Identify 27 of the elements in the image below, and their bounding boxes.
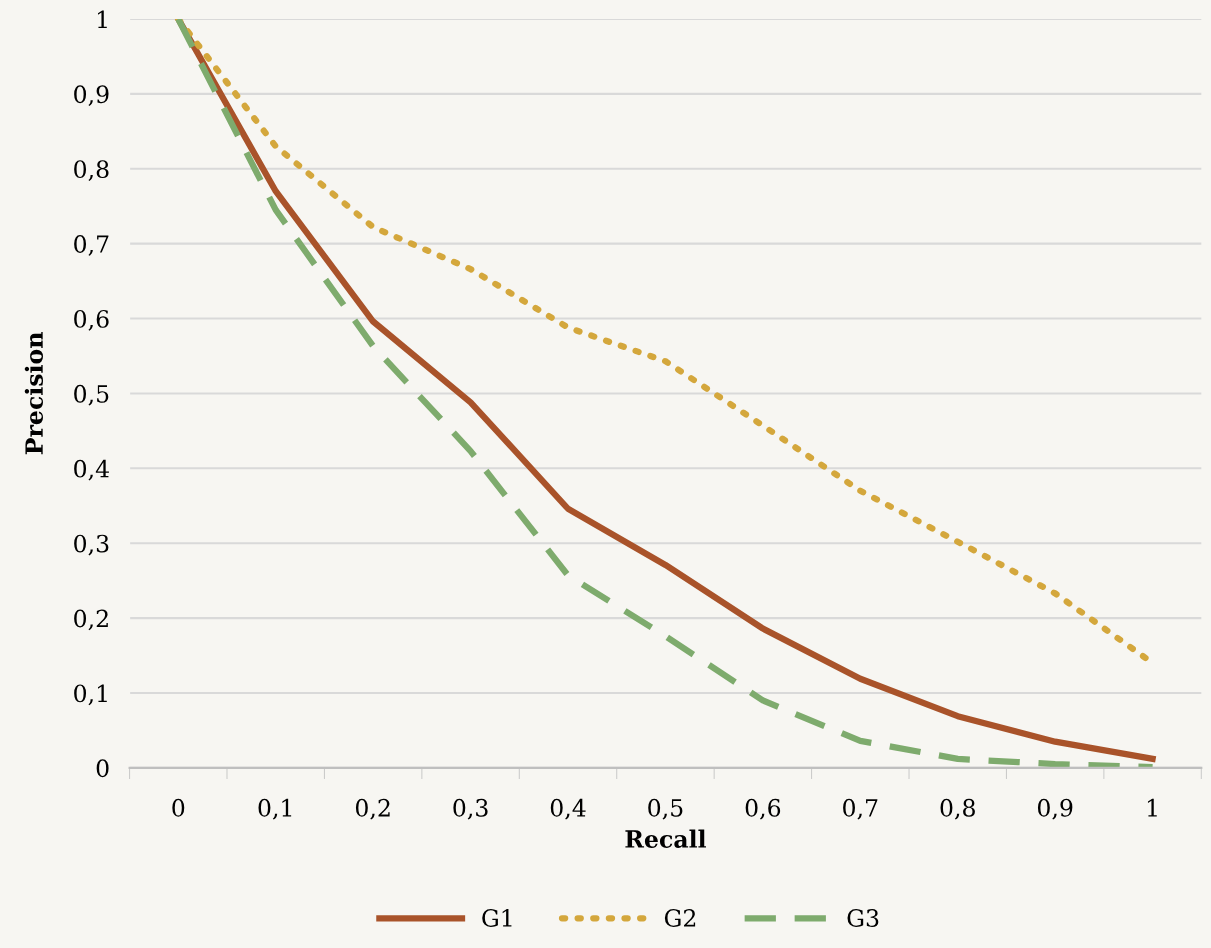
y-tick-label: 0,3 <box>74 534 109 556</box>
x-tick-label: 0,2 <box>355 798 390 820</box>
x-tick-label: 0,1 <box>258 798 292 820</box>
y-tick-label: 0,2 <box>74 609 108 631</box>
y-tick-label: 0,9 <box>74 85 109 107</box>
y-tick-label: 0,7 <box>74 235 109 256</box>
legend-label: G2 <box>664 909 696 927</box>
x-tick-label: 0,8 <box>940 798 975 820</box>
legend-label: G1 <box>482 909 512 927</box>
x-tick-label: 0,9 <box>1037 798 1073 820</box>
x-tick-label: 1 <box>1147 798 1157 817</box>
x-tick-label: 0,6 <box>745 798 781 820</box>
x-tick-label: 0,7 <box>843 798 878 820</box>
y-tick-label: 0,5 <box>74 384 109 406</box>
x-tick-label: 0,4 <box>550 798 586 820</box>
y-tick-label: 0,6 <box>74 309 109 331</box>
y-tick-label: 0 <box>96 759 109 778</box>
x-axis-title: Recall <box>625 829 706 848</box>
y-tick-label: 0,8 <box>74 160 109 181</box>
y-axis-title: Precision <box>24 332 44 455</box>
y-tick-label: 1 <box>97 10 107 28</box>
x-tick-label: 0,5 <box>648 798 683 820</box>
y-tick-label: 0,4 <box>74 459 109 481</box>
x-tick-label: 0 <box>172 798 185 817</box>
legend-label: G3 <box>847 909 879 927</box>
x-tick-label: 0,3 <box>453 798 488 820</box>
y-tick-label: 0,1 <box>74 684 107 706</box>
